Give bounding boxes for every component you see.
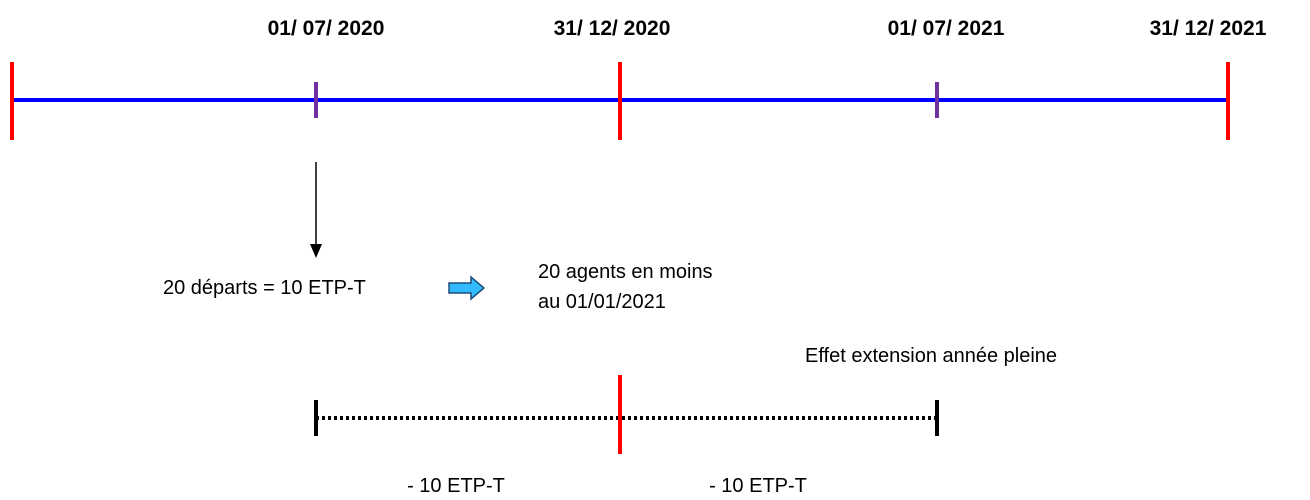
segment-label: - 10 ETP-T: [709, 475, 807, 497]
date-label: 31/ 12/ 2020: [554, 17, 671, 40]
result-text: 20 agents en moins: [538, 261, 713, 283]
event-label: 20 départs = 10 ETP-T: [163, 277, 366, 299]
arrow-head: [310, 244, 322, 258]
block-arrow: [448, 275, 486, 301]
date-label: 01/ 07/ 2021: [888, 17, 1005, 40]
segment-label: - 10 ETP-T: [407, 475, 505, 497]
date-label: 31/ 12/ 2021: [1150, 17, 1267, 40]
effect-title: Effet extension année pleine: [805, 345, 1057, 367]
result-text: au 01/01/2021: [538, 291, 666, 313]
date-label: 01/ 07/ 2020: [268, 17, 385, 40]
